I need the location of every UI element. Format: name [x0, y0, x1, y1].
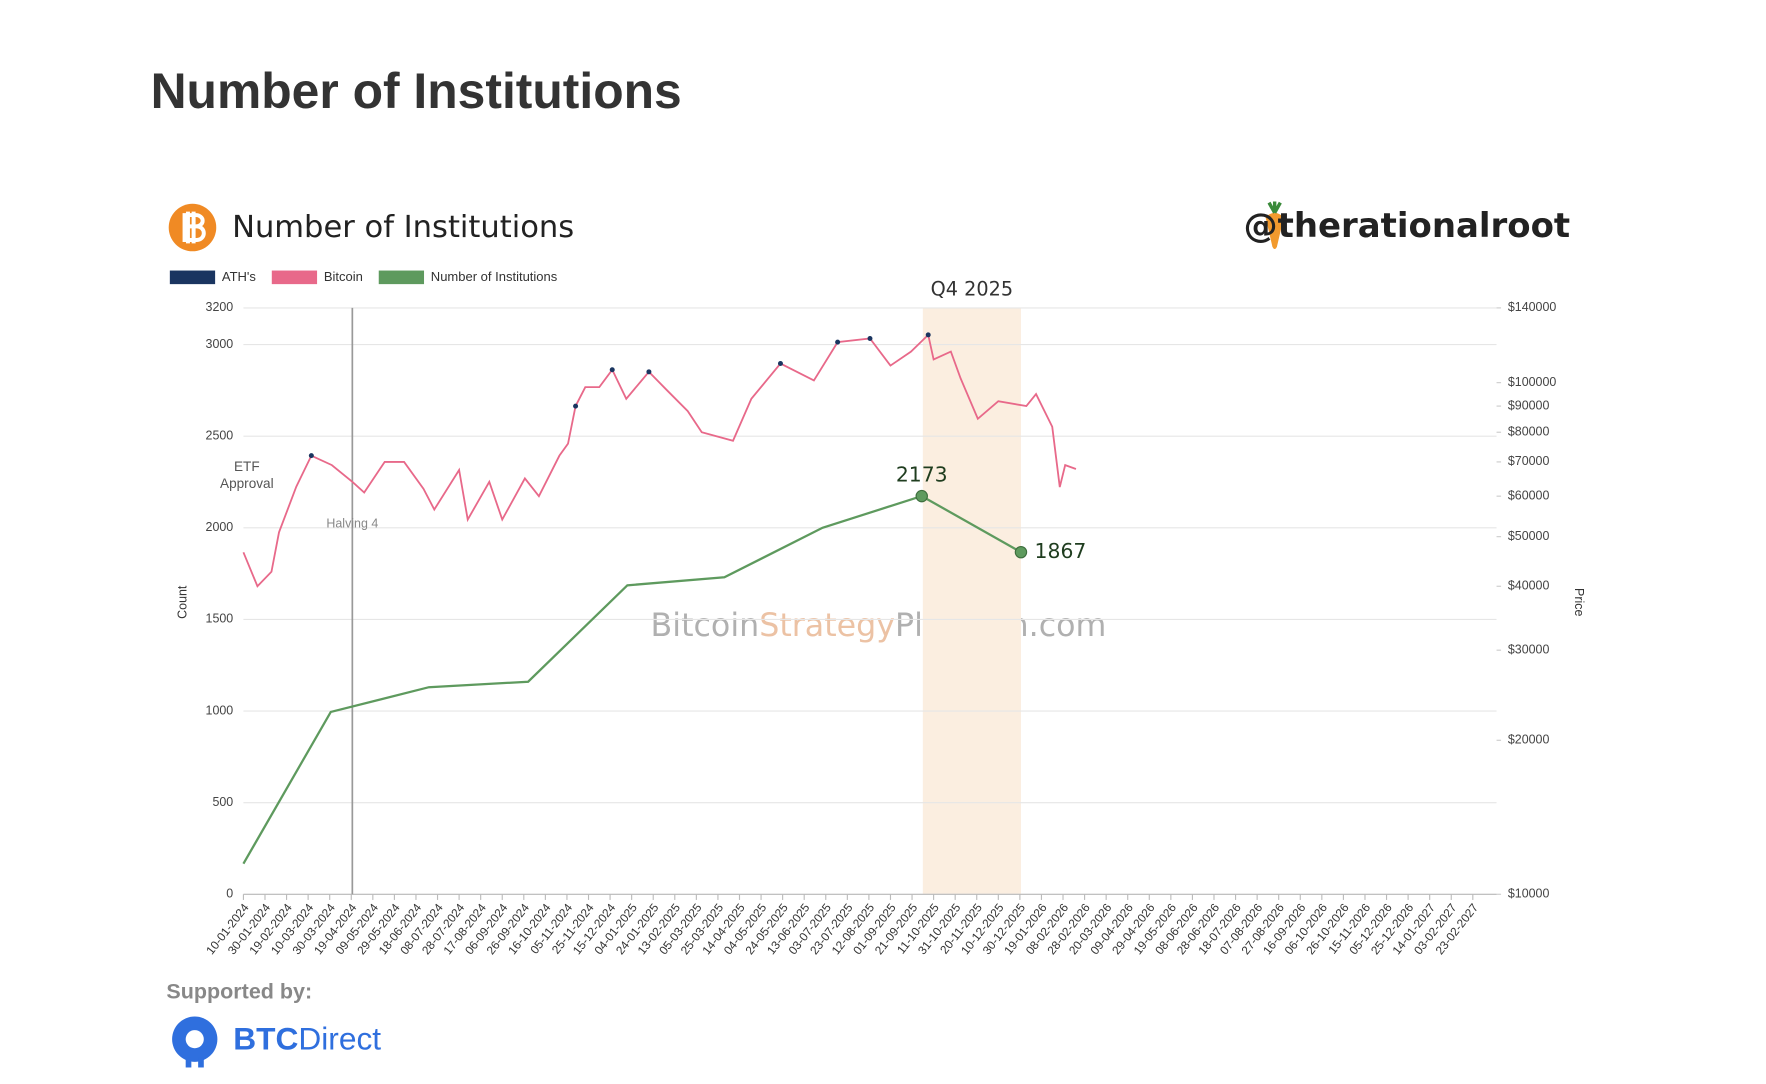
ath-point	[835, 339, 841, 345]
etf-label: Approval	[220, 476, 274, 491]
sponsor-part: Direct	[298, 1021, 381, 1057]
page-title: Number of Institutions	[151, 63, 682, 119]
point	[915, 489, 928, 503]
highlight-band	[922, 307, 1021, 895]
band-label: Q4 2025	[931, 277, 1013, 300]
y2-tick-label: $100000	[1508, 375, 1557, 389]
y-tick-label: 1000	[206, 703, 234, 717]
y2-tick-label: $40000	[1508, 579, 1550, 593]
y-tick-label: 3000	[206, 337, 234, 351]
legend-label: ATH's	[222, 269, 257, 284]
legend-label: Number of Institutions	[431, 269, 558, 284]
y2-tick-label: $140000	[1508, 300, 1557, 314]
y2-tick-label: $80000	[1508, 425, 1550, 439]
y2-tick-label: $70000	[1508, 454, 1550, 468]
y2-tick-label: $30000	[1508, 642, 1550, 656]
y2-axis-title: Price	[1572, 588, 1586, 616]
ath-point	[308, 453, 314, 459]
legend-swatch	[271, 270, 318, 285]
chart-title: Number of Institutions	[232, 210, 574, 245]
y-tick-label: 0	[226, 887, 233, 901]
watermark-part: Bitcoin	[651, 608, 760, 644]
legend-swatch	[378, 270, 425, 285]
y-tick-label: 2500	[206, 428, 234, 442]
y2-tick-label: $90000	[1508, 398, 1550, 412]
y-tick-label: 1500	[206, 612, 234, 626]
bitcoin-logo	[168, 203, 217, 252]
series-line	[242, 494, 1022, 865]
series-line	[242, 333, 1077, 588]
y2-tick-label: $60000	[1508, 488, 1550, 502]
point	[1014, 545, 1028, 559]
y-axis-title: Count	[176, 585, 190, 619]
sponsor-logo	[172, 1016, 218, 1068]
y-tick-label: 500	[212, 795, 233, 809]
supported-by: Supported by:	[166, 979, 312, 1003]
handle: @therationalroot	[1244, 206, 1570, 246]
sponsor-name: BTCDirect	[233, 1021, 381, 1057]
ath-point	[646, 369, 652, 375]
carrot-logo	[1265, 201, 1284, 250]
data-label: 2173	[896, 463, 948, 487]
data-label: 1867	[1035, 539, 1087, 563]
y-tick-label: 2000	[206, 520, 234, 534]
ath-point	[867, 335, 873, 341]
legend-swatch	[169, 270, 216, 285]
ath-point	[573, 403, 579, 409]
etf-label: ETF	[234, 459, 260, 474]
ath-point	[777, 361, 783, 367]
sponsor-part: BTC	[233, 1021, 298, 1057]
y2-tick-label: $10000	[1508, 887, 1550, 901]
ath-point	[925, 332, 931, 338]
watermark-part: Strategy	[759, 608, 895, 644]
ath-point	[609, 367, 615, 373]
y2-tick-label: $20000	[1508, 733, 1550, 747]
halving-label: Halving 4	[326, 516, 378, 530]
y-tick-label: 3200	[206, 300, 234, 314]
watermark: BitcoinStrategyPlatform.com	[651, 608, 1107, 644]
y2-tick-label: $50000	[1508, 529, 1550, 543]
legend-label: Bitcoin	[324, 269, 363, 284]
